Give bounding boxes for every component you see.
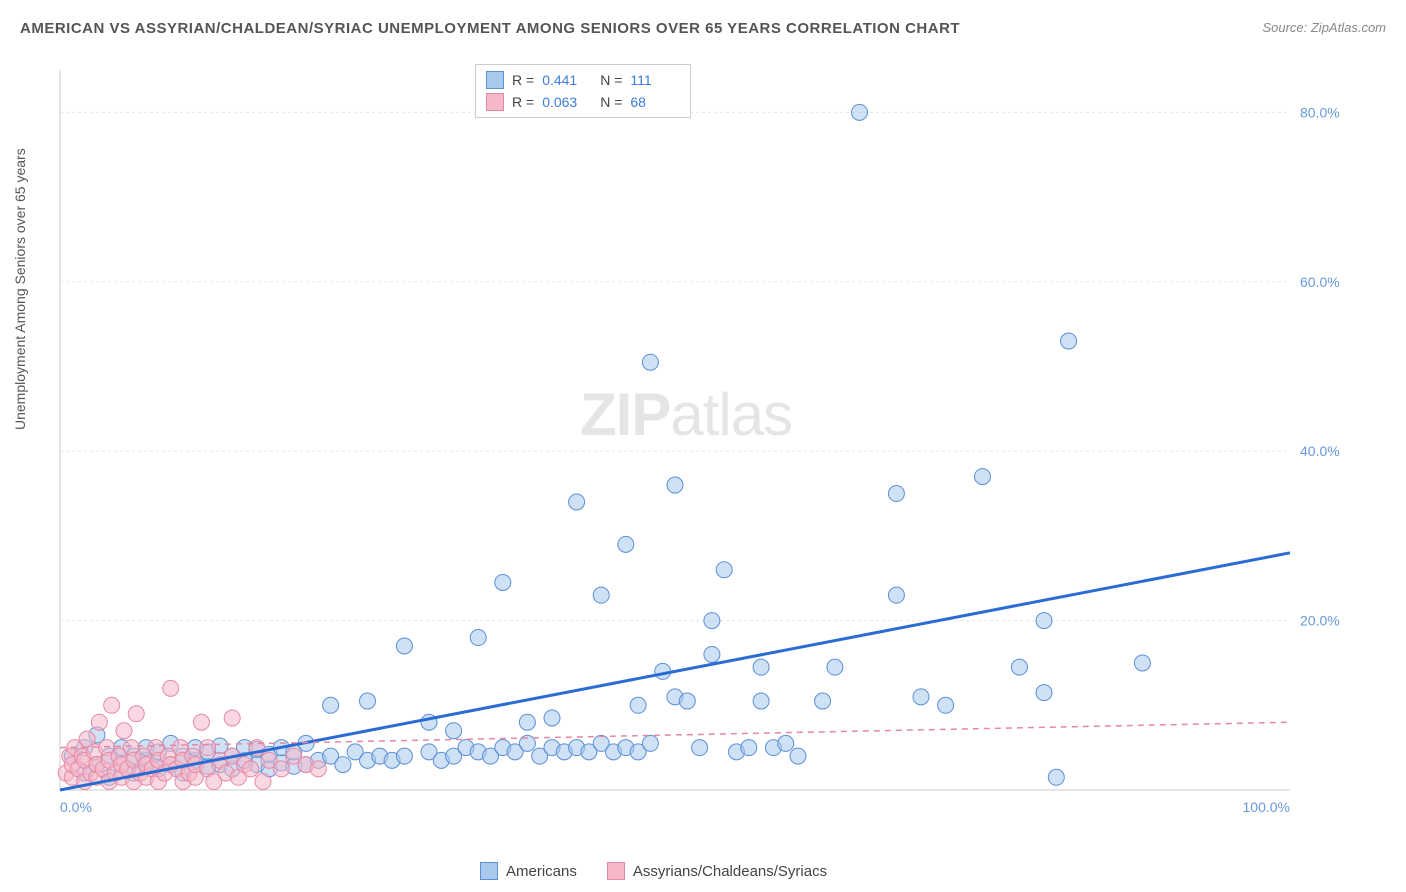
data-point (1134, 655, 1150, 671)
data-point (163, 680, 179, 696)
data-point (1036, 685, 1052, 701)
data-point (1061, 333, 1077, 349)
data-point (753, 659, 769, 675)
data-point (630, 697, 646, 713)
data-point (495, 574, 511, 590)
data-point (104, 697, 120, 713)
data-point (200, 740, 216, 756)
data-point (1036, 613, 1052, 629)
n-label: N = (600, 94, 622, 110)
legend-stats-row: R = 0.063 N = 68 (486, 91, 680, 113)
n-value: 68 (630, 94, 680, 110)
data-point (396, 638, 412, 654)
data-point (827, 659, 843, 675)
data-point (91, 714, 107, 730)
scatter-plot: 20.0% 40.0% 60.0% 80.0% 0.0% 100.0% (50, 60, 1350, 830)
legend-item: Assyrians/Chaldeans/Syriacs (607, 862, 827, 880)
data-point (667, 477, 683, 493)
legend-label: Americans (506, 863, 577, 880)
source-label: Source: ZipAtlas.com (1262, 20, 1386, 35)
data-point (716, 562, 732, 578)
data-point (642, 354, 658, 370)
data-point (116, 723, 132, 739)
legend-swatch (480, 862, 498, 880)
data-point (569, 494, 585, 510)
y-tick-label: 60.0% (1300, 274, 1340, 290)
data-point (618, 536, 634, 552)
data-point (396, 748, 412, 764)
data-point (360, 693, 376, 709)
data-point (470, 630, 486, 646)
y-tick-label: 40.0% (1300, 443, 1340, 459)
r-value: 0.063 (542, 94, 592, 110)
data-point (704, 646, 720, 662)
legend-swatch (486, 93, 504, 111)
x-tick-label: 100.0% (1243, 799, 1290, 815)
plot-area: 20.0% 40.0% 60.0% 80.0% 0.0% 100.0% (50, 60, 1350, 830)
data-point (888, 587, 904, 603)
data-point (642, 735, 658, 751)
data-point (255, 774, 271, 790)
r-label: R = (512, 94, 534, 110)
data-point (753, 693, 769, 709)
data-point (692, 740, 708, 756)
r-label: R = (512, 72, 534, 88)
data-point (938, 697, 954, 713)
n-label: N = (600, 72, 622, 88)
legend-stats-box: R = 0.441 N = 111 R = 0.063 N = 68 (475, 64, 691, 118)
trend-line (60, 553, 1290, 790)
n-value: 111 (630, 72, 680, 88)
data-point (913, 689, 929, 705)
data-point (1048, 769, 1064, 785)
data-point (778, 735, 794, 751)
legend-stats-row: R = 0.441 N = 111 (486, 69, 680, 91)
legend-label: Assyrians/Chaldeans/Syriacs (633, 863, 827, 880)
data-point (679, 693, 695, 709)
chart-title: AMERICAN VS ASSYRIAN/CHALDEAN/SYRIAC UNE… (20, 20, 960, 37)
data-point (446, 723, 462, 739)
data-point (193, 714, 209, 730)
chart-container: AMERICAN VS ASSYRIAN/CHALDEAN/SYRIAC UNE… (0, 0, 1406, 892)
data-point (852, 104, 868, 120)
data-point (128, 706, 144, 722)
data-point (975, 469, 991, 485)
legend-item: Americans (480, 862, 577, 880)
bottom-legend: Americans Assyrians/Chaldeans/Syriacs (480, 862, 827, 880)
data-point (815, 693, 831, 709)
r-value: 0.441 (542, 72, 592, 88)
data-point (310, 761, 326, 777)
data-point (519, 714, 535, 730)
y-tick-label: 80.0% (1300, 104, 1340, 120)
data-point (273, 761, 289, 777)
x-tick-label: 0.0% (60, 799, 92, 815)
legend-swatch (486, 71, 504, 89)
data-point (243, 761, 259, 777)
data-point (1011, 659, 1027, 675)
data-point (224, 710, 240, 726)
legend-swatch (607, 862, 625, 880)
data-point (790, 748, 806, 764)
data-point (323, 697, 339, 713)
data-point (704, 613, 720, 629)
data-point (888, 486, 904, 502)
data-point (544, 710, 560, 726)
y-axis-label: Unemployment Among Seniors over 65 years (12, 148, 28, 430)
data-point (593, 587, 609, 603)
data-point (335, 757, 351, 773)
y-tick-label: 20.0% (1300, 613, 1340, 629)
data-point (741, 740, 757, 756)
